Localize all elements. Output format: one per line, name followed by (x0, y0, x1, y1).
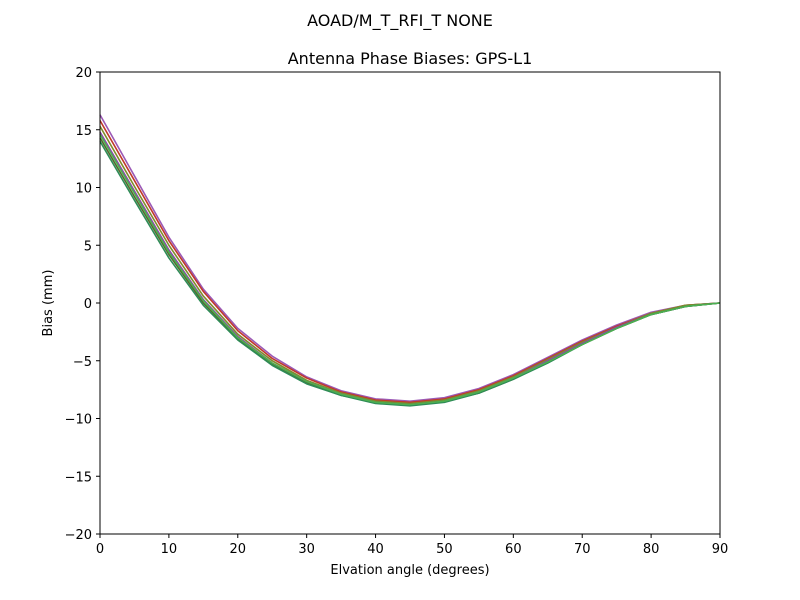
y-axis-label: Bias (mm) (41, 270, 56, 337)
x-tick-label: 0 (96, 542, 104, 557)
x-axis-label: Elvation angle (degrees) (330, 563, 489, 578)
x-tick-label: 10 (161, 542, 178, 557)
chart-suptitle: AOAD/M_T_RFI_T NONE (307, 11, 493, 31)
x-tick-label: 70 (574, 542, 591, 557)
y-tick-label: 0 (84, 297, 92, 312)
x-tick-label: 20 (230, 542, 247, 557)
x-tick-label: 90 (712, 542, 729, 557)
chart-title: Antenna Phase Biases: GPS-L1 (288, 49, 533, 68)
y-axis: 20 15 10 5 0 −5 −10 −15 −20 (65, 66, 100, 543)
x-tick-label: 40 (367, 542, 384, 557)
y-tick-label: 10 (75, 182, 92, 197)
y-tick-label: 20 (75, 66, 92, 81)
x-axis: 0 10 20 30 40 50 60 70 80 90 (96, 534, 728, 557)
y-tick-label: 15 (75, 124, 92, 139)
series-line-7 (99, 133, 721, 406)
y-tick-label: 5 (84, 239, 92, 254)
x-tick-label: 60 (505, 542, 522, 557)
y-tick-label: −20 (65, 528, 92, 543)
y-tick-label: −15 (65, 470, 92, 485)
series-layer (99, 114, 721, 407)
series-line-2 (99, 120, 721, 404)
x-tick-label: 50 (436, 542, 453, 557)
x-tick-label: 80 (643, 542, 660, 557)
x-tick-label: 30 (298, 542, 315, 557)
y-tick-label: −5 (73, 355, 92, 370)
y-tick-label: −10 (65, 413, 92, 428)
series-line-1 (99, 114, 721, 402)
